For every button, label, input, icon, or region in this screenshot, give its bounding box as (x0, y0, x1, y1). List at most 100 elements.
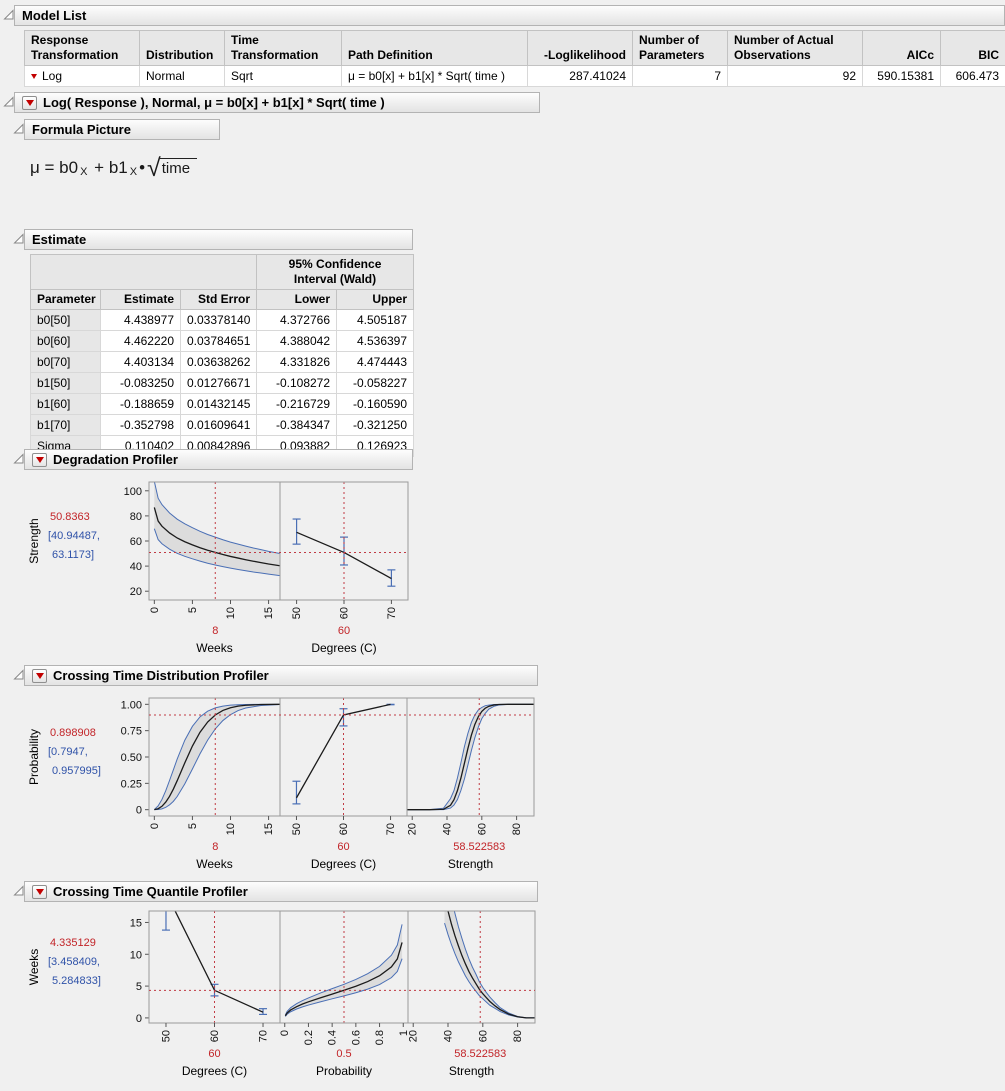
estimate-param-cell[interactable]: b1[70] (30, 414, 101, 436)
section-header-estimate[interactable]: Estimate (24, 229, 413, 250)
estimate-row[interactable]: b1[50] -0.083250 0.01276671 -0.108272 -0.058… (30, 372, 415, 394)
formula-mu: μ (30, 158, 40, 177)
crossing-distribution-profiler-plot[interactable]: Probability 0.898908 [0.7947, 0.957995] 1.00… (24, 692, 542, 878)
cursor-x-value: 60 (208, 1048, 220, 1060)
estimate-row[interactable]: b1[70] -0.352798 0.01609641 -0.384347 -0.321… (30, 414, 415, 436)
section-header-model[interactable]: Log( Response ), Normal, μ = b0[x] + b1[… (14, 92, 540, 113)
estimate-value-cell[interactable]: 0.01276671 (179, 372, 258, 394)
estimate-col-std-error[interactable]: Std Error (179, 289, 258, 310)
section-header-crossing-distribution-profiler[interactable]: Crossing Time Distribution Profiler (24, 665, 538, 686)
model-list-col-aicc[interactable]: AICc (862, 30, 941, 66)
model-list-cell-aicc[interactable]: 590.15381 (862, 65, 941, 87)
model-list-col-response_transformation[interactable]: Response Transformation (24, 30, 140, 66)
estimate-value-cell[interactable]: 0.03378140 (179, 309, 258, 331)
estimate-value-cell[interactable]: 4.331826 (256, 351, 338, 373)
estimate-value-cell[interactable]: 4.462220 (100, 330, 181, 352)
section-header-degradation-profiler[interactable]: Degradation Profiler (24, 449, 413, 470)
estimate-value-cell[interactable]: -0.216729 (256, 393, 338, 415)
cursor-x-value: 58.522583 (453, 841, 505, 853)
model-list-col-path_definition[interactable]: Path Definition (341, 30, 528, 66)
formula-sqrt: √ time (147, 156, 198, 181)
estimate-col-estimate[interactable]: Estimate (100, 289, 181, 310)
svg-text:0.8: 0.8 (374, 1030, 386, 1045)
estimate-row[interactable]: b0[60] 4.462220 0.03784651 4.388042 4.536397 (30, 330, 415, 352)
estimate-value-cell[interactable]: 0.03784651 (179, 330, 258, 352)
section-header-model-list[interactable]: Model List (14, 5, 1005, 26)
y-axis-label: Weeks (27, 949, 41, 985)
model-list-cell-num_observations[interactable]: 92 (727, 65, 863, 87)
estimate-value-cell[interactable]: 0.01432145 (179, 393, 258, 415)
estimate-value-cell[interactable]: 4.388042 (256, 330, 338, 352)
disclosure-open-icon[interactable] (13, 453, 25, 465)
estimate-param-cell[interactable]: b0[50] (30, 309, 101, 331)
svg-text:50: 50 (291, 823, 303, 835)
disclosure-open-icon[interactable] (13, 885, 25, 897)
estimate-row[interactable]: b0[70] 4.403134 0.03638262 4.331826 4.474443 (30, 351, 415, 373)
model-list-cell-path_definition[interactable]: μ = b0[x] + b1[x] * Sqrt( time ) (341, 65, 528, 87)
estimate-value-cell[interactable]: 4.403134 (100, 351, 181, 373)
svg-text:1: 1 (398, 1030, 410, 1036)
model-list-cell-bic[interactable]: 606.473 (940, 65, 1005, 87)
model-list-cell-num_parameters[interactable]: 7 (632, 65, 728, 87)
model-list-cell-neg_loglikelihood[interactable]: 287.41024 (527, 65, 633, 87)
disclosure-open-icon[interactable] (13, 123, 25, 135)
estimate-value-cell[interactable]: -0.160590 (336, 393, 415, 415)
disclosure-open-icon[interactable] (3, 9, 15, 21)
cursor-x-value: 8 (212, 625, 218, 637)
estimate-param-cell[interactable]: b0[70] (30, 351, 101, 373)
x-axis-label: Degrees (C) (311, 857, 376, 871)
estimate-value-cell[interactable]: -0.384347 (256, 414, 338, 436)
formula-plus: + (89, 158, 109, 177)
estimate-value-cell[interactable]: -0.083250 (100, 372, 181, 394)
estimate-param-cell[interactable]: b0[60] (30, 330, 101, 352)
red-triangle-menu-button[interactable] (32, 884, 47, 899)
estimate-col-parameter[interactable]: Parameter (30, 289, 101, 310)
red-triangle-icon[interactable] (31, 74, 37, 80)
model-list-row[interactable]: Log Normal Sqrt μ = b0[x] + b1[x] * Sqrt( t… (24, 65, 1005, 87)
formula-eq: = (39, 158, 60, 177)
estimate-value-cell[interactable]: -0.058227 (336, 372, 415, 394)
estimate-value-cell[interactable]: -0.108272 (256, 372, 338, 394)
section-header-formula-picture[interactable]: Formula Picture (24, 119, 220, 140)
estimate-col-lower[interactable]: Lower (256, 289, 338, 310)
estimate-value-cell[interactable]: 4.505187 (336, 309, 415, 331)
model-list-col-num_observations[interactable]: Number of Actual Observations (727, 30, 863, 66)
model-list-cell-time_transformation[interactable]: Sqrt (224, 65, 342, 87)
section-header-crossing-quantile-profiler[interactable]: Crossing Time Quantile Profiler (24, 881, 538, 902)
red-triangle-menu-button[interactable] (32, 668, 47, 683)
model-list-col-bic[interactable]: BIC (940, 30, 1005, 66)
svg-text:60: 60 (476, 823, 488, 835)
svg-text:40: 40 (443, 1030, 455, 1042)
model-list-col-num_parameters[interactable]: Number of Parameters (632, 30, 728, 66)
model-list-cell-response_transformation[interactable]: Log (24, 65, 140, 87)
estimate-value-cell[interactable]: 4.474443 (336, 351, 415, 373)
disclosure-open-icon[interactable] (3, 96, 15, 108)
crossing-quantile-profiler-plot[interactable]: Weeks4.335129[3.458409,5.284833]15105050… (24, 905, 543, 1085)
red-triangle-menu-button[interactable] (22, 95, 37, 110)
disclosure-open-icon[interactable] (13, 233, 25, 245)
estimate-value-cell[interactable]: -0.352798 (100, 414, 181, 436)
cursor-x-value: 8 (212, 841, 218, 853)
estimate-row[interactable]: b1[60] -0.188659 0.01432145 -0.216729 -0.160… (30, 393, 415, 415)
estimate-param-cell[interactable]: b1[50] (30, 372, 101, 394)
estimate-value-cell[interactable]: 0.03638262 (179, 351, 258, 373)
estimate-value-cell[interactable]: -0.188659 (100, 393, 181, 415)
disclosure-open-icon[interactable] (13, 669, 25, 681)
estimate-row[interactable]: b0[50] 4.438977 0.03378140 4.372766 4.505187 (30, 309, 415, 331)
red-triangle-menu-button[interactable] (32, 452, 47, 467)
estimate-param-cell[interactable]: b1[60] (30, 393, 101, 415)
model-list-col-time_transformation[interactable]: Time Transformation (224, 30, 342, 66)
model-list-col-distribution[interactable]: Distribution (139, 30, 225, 66)
estimate-value-cell[interactable]: 4.536397 (336, 330, 415, 352)
estimate-value-cell[interactable]: 0.01609641 (179, 414, 258, 436)
section-title-crossing-distribution-profiler: Crossing Time Distribution Profiler (53, 668, 269, 683)
estimate-value-cell[interactable]: -0.321250 (336, 414, 415, 436)
model-list-col-neg_loglikelihood[interactable]: -Loglikelihood (527, 30, 633, 66)
estimate-value-cell[interactable]: 4.372766 (256, 309, 338, 331)
estimate-col-upper[interactable]: Upper (336, 289, 415, 310)
svg-text:80: 80 (512, 1030, 524, 1042)
model-list-cell-distribution[interactable]: Normal (139, 65, 225, 87)
estimate-value-cell[interactable]: 4.438977 (100, 309, 181, 331)
current-value: 4.335129 (50, 937, 96, 949)
degradation-profiler-plot[interactable]: Strength50.8363[40.94487,63.1173]1008060… (24, 476, 416, 662)
